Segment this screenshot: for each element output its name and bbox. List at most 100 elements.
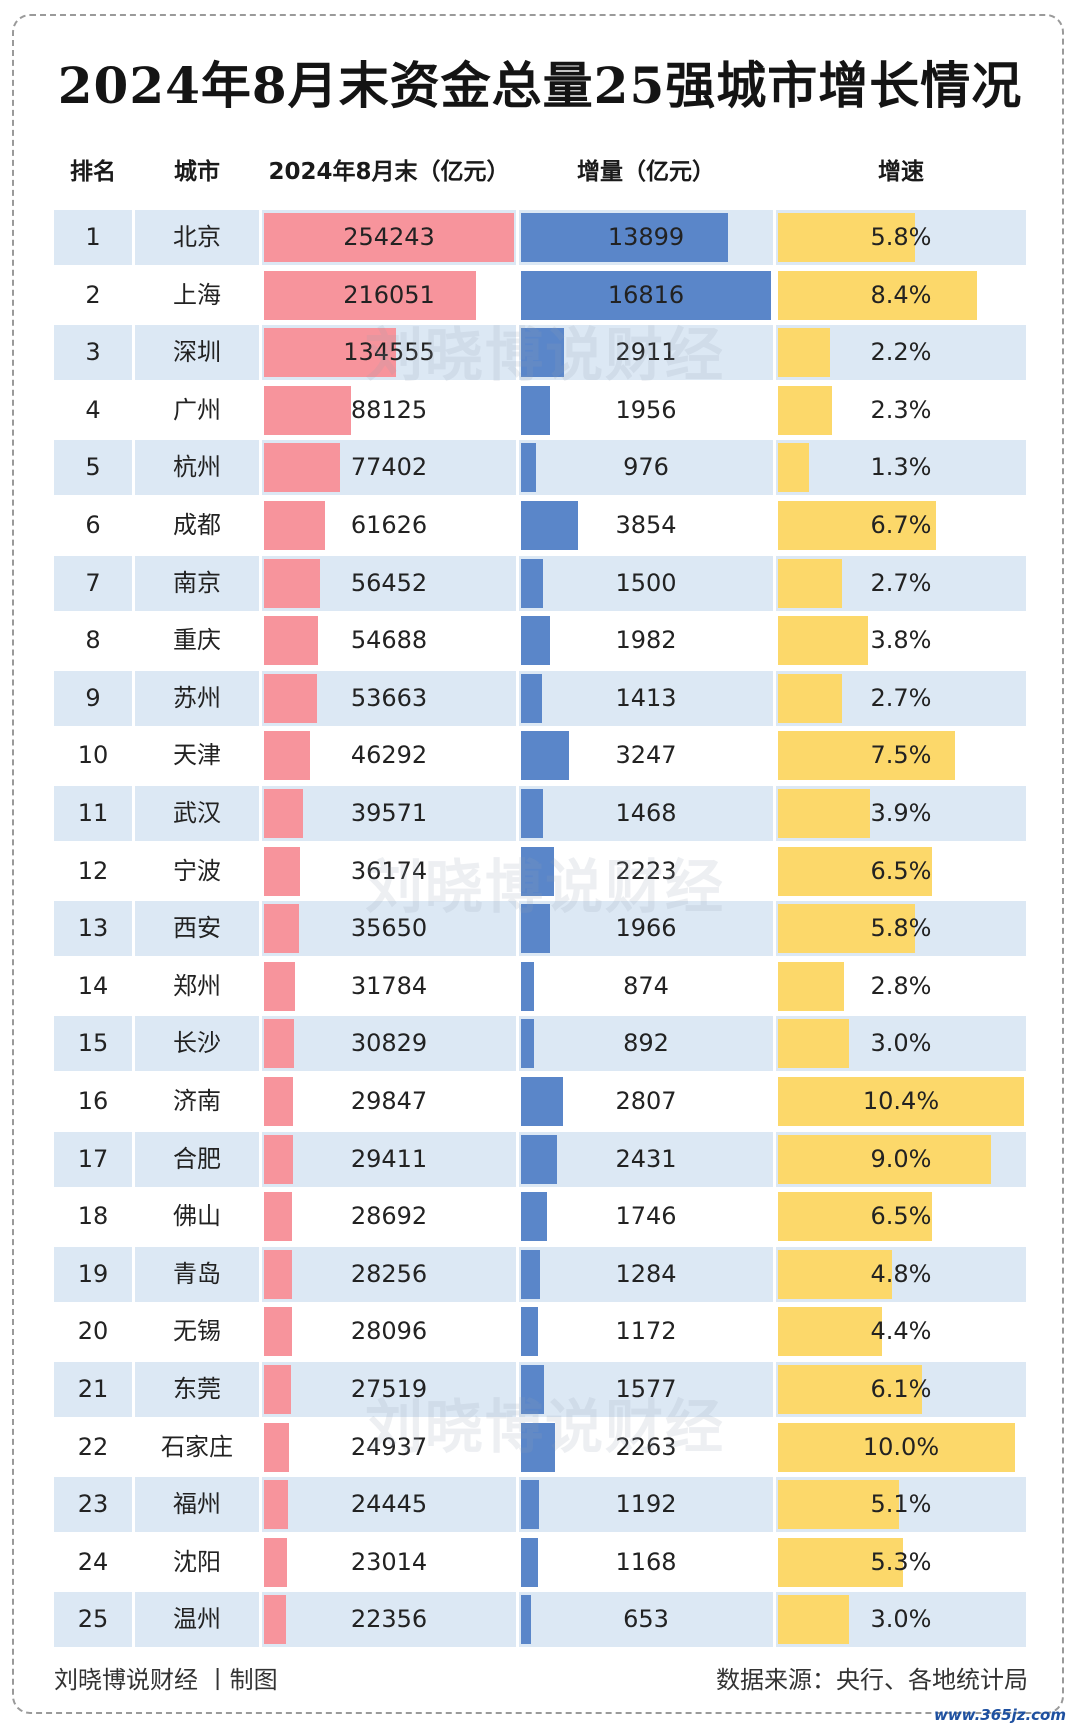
balance-bar (264, 846, 300, 896)
balance-bar (264, 270, 477, 320)
cell-background (519, 1246, 773, 1302)
growth-bar (778, 443, 809, 493)
balance-bar (264, 731, 310, 781)
growth-bar (778, 1077, 1024, 1126)
rank-label: 5 (85, 453, 101, 482)
rank-label: 23 (77, 1490, 109, 1519)
growth-bar (778, 904, 916, 954)
increase-bar (521, 846, 555, 896)
increase-label: 3854 (615, 511, 677, 539)
city-label: 东莞 (173, 1375, 221, 1403)
balance-label: 36174 (350, 856, 428, 885)
increase-bar (521, 1537, 539, 1587)
balance-label: 53663 (350, 683, 428, 712)
cell-background (519, 1477, 773, 1533)
cell-background (54, 440, 132, 496)
cell-background (519, 1362, 773, 1417)
rank-label: 2 (85, 280, 101, 309)
cell-background (262, 1189, 516, 1245)
growth-bar (778, 731, 956, 781)
growth-label: 3.8% (870, 626, 932, 655)
city-label: 西安 (173, 914, 221, 943)
growth-bar (778, 558, 842, 608)
cell-background (135, 440, 259, 496)
growth-bar (778, 1019, 849, 1069)
cell-background (135, 1534, 259, 1590)
city-label: 苏州 (173, 683, 221, 712)
balance-bar (264, 328, 397, 378)
cell-background (262, 1477, 516, 1533)
header-growth: 增速 (878, 159, 924, 185)
table-row: 17 合肥 29411 2431 9.0% (54, 1131, 1026, 1187)
increase-label: 2911 (615, 338, 677, 367)
balance-bar (264, 1307, 292, 1357)
increase-bar (521, 1192, 547, 1242)
city-label: 合肥 (173, 1144, 221, 1173)
cell-background (519, 786, 773, 841)
growth-label: 8.4% (870, 280, 932, 309)
growth-bar (778, 501, 937, 550)
cell-background (262, 1304, 516, 1360)
city-label: 深圳 (173, 338, 221, 367)
increase-label: 976 (623, 453, 669, 482)
balance-label: 35650 (350, 914, 428, 943)
city-label: 长沙 (173, 1029, 221, 1058)
rank-label: 11 (77, 799, 109, 827)
growth-bar (778, 1595, 849, 1645)
cell-background (54, 613, 132, 669)
city-label: 南京 (173, 568, 221, 597)
cell-background (54, 1362, 132, 1417)
cell-background (135, 325, 259, 381)
cell-background (135, 728, 259, 784)
cell-background (54, 498, 132, 553)
balance-label: 24445 (350, 1490, 428, 1519)
growth-label: 2.7% (870, 568, 932, 597)
increase-bar (521, 789, 543, 838)
cell-background (135, 843, 259, 899)
increase-label: 1172 (615, 1317, 677, 1346)
growth-label: 5.8% (870, 223, 932, 251)
table-row: 15 长沙 30829 892 3.0% (54, 1016, 1026, 1072)
increase-label: 1413 (615, 683, 677, 712)
growth-label: 6.5% (870, 1202, 932, 1231)
cell-background (262, 1362, 516, 1417)
city-label: 青岛 (173, 1259, 221, 1288)
growth-label: 2.7% (870, 683, 932, 712)
city-label: 天津 (173, 741, 221, 770)
balance-bar (264, 1019, 295, 1069)
increase-label: 16816 (607, 280, 685, 309)
increase-label: 1168 (615, 1547, 677, 1576)
growth-label: 6.1% (870, 1375, 932, 1403)
cell-background (262, 1534, 516, 1590)
cell-background (262, 786, 516, 841)
footer-source: 数据来源：央行、各地统计局 (716, 1666, 1028, 1694)
growth-bar (778, 789, 871, 838)
cell-background (54, 728, 132, 784)
rank-label: 9 (85, 683, 101, 712)
cell-background (519, 1419, 773, 1475)
rank-label: 15 (77, 1029, 109, 1058)
increase-bar (521, 904, 551, 954)
balance-bar (264, 673, 317, 723)
balance-label: 88125 (350, 395, 428, 424)
city-label: 杭州 (173, 453, 221, 482)
city-label: 广州 (173, 395, 221, 424)
rank-label: 1 (85, 223, 101, 251)
increase-label: 2263 (615, 1432, 677, 1461)
balance-label: 31784 (350, 971, 428, 1000)
growth-label: 5.8% (870, 914, 932, 943)
city-label: 石家庄 (161, 1432, 233, 1461)
increase-bar (521, 1249, 541, 1299)
increase-label: 1956 (615, 395, 677, 424)
growth-bar (778, 1307, 883, 1357)
increase-bar (521, 328, 565, 378)
increase-label: 1577 (615, 1375, 677, 1403)
cell-background (135, 1362, 259, 1417)
growth-label: 3.0% (870, 1029, 932, 1058)
table-row: 25 温州 22356 653 3.0% (54, 1592, 1026, 1648)
balance-label: 28692 (350, 1202, 428, 1231)
table-row: 4 广州 88125 1956 2.3% (54, 382, 1026, 438)
cell-background (519, 613, 773, 669)
table-row: 22 石家庄 24937 2263 10.0% (54, 1419, 1026, 1475)
balance-bar (264, 1595, 286, 1645)
